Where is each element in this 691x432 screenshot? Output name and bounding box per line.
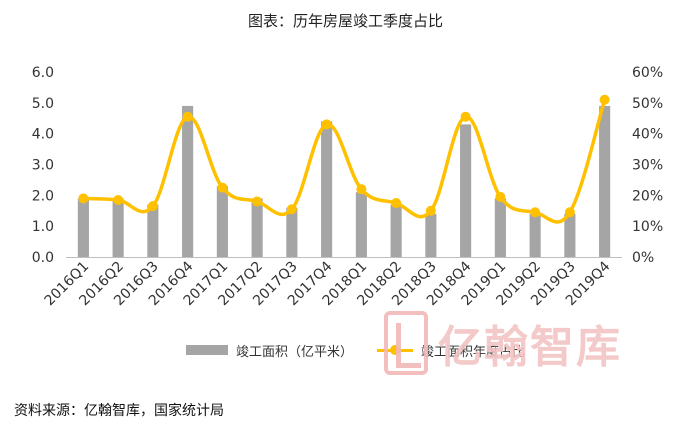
bar-2017Q3 [286,207,298,257]
bar-2017Q2 [251,198,263,257]
y-right-tick-label: 0% [632,250,654,266]
legend-label-area: 竣工面积（亿平米） [236,344,354,360]
y-right-tick-label: 60% [632,65,663,81]
ratio-point-2019Q2 [530,207,541,218]
legend-label-ratio: 竣工面积年度占比 [421,344,526,360]
bar-2018Q4 [460,124,472,258]
y-left-tick-label: 0.0 [32,250,54,266]
bar-2016Q1 [77,198,89,257]
watermark-logo: 亿翰智库 [384,306,674,380]
legend-item-ratio: 竣工面积年度占比 [377,341,525,360]
source-note: 资料来源：亿翰智库，国家统计局 [14,403,224,419]
bar-2019Q1 [494,198,506,257]
legend-swatch-bar [186,345,228,355]
ratio-point-2018Q3 [425,205,436,216]
ratio-point-2018Q4 [460,111,471,122]
ratio-point-2016Q4 [182,111,193,122]
chart-legend: 竣工面积（亿平米） 竣工面积年度占比 [186,341,549,360]
y-left-tick-label: 3.0 [32,158,54,174]
y-left-tick-label: 6.0 [32,65,54,81]
bar-2016Q4 [182,105,194,258]
ratio-series-line [81,98,607,224]
y-left-tick-label: 4.0 [32,127,54,143]
ratio-point-2019Q1 [495,191,506,202]
bar-2019Q4 [599,105,611,258]
y-right-tick-label: 50% [632,96,663,112]
bar-2018Q3 [425,213,437,257]
ratio-point-2017Q1 [217,182,228,193]
y-right-tick-label: 10% [632,219,663,235]
watermark-seal-icon [384,311,428,375]
y-right-tick-label: 40% [632,127,663,143]
bar-2019Q2 [529,213,541,257]
bar-2016Q3 [147,204,159,257]
ratio-point-2016Q3 [147,201,158,212]
legend-item-area: 竣工面积（亿平米） [186,341,353,360]
y-left-tick-label: 2.0 [32,188,54,204]
bar-2018Q1 [355,192,367,257]
ratio-point-2016Q1 [78,193,89,204]
ratio-point-2016Q2 [113,194,124,205]
watermark-text: 亿翰智库 [438,322,622,373]
ratio-point-2019Q3 [564,207,575,218]
bar-2017Q1 [216,186,228,257]
bar-2017Q4 [321,121,333,257]
bar-2018Q2 [390,204,402,257]
ratio-point-2018Q2 [391,198,402,209]
ratio-point-2019Q4 [599,94,610,105]
y-right-tick-label: 30% [632,158,663,174]
y-left-tick-label: 5.0 [32,96,54,112]
y-right-tick-label: 20% [632,188,663,204]
ratio-point-2017Q4 [321,119,332,130]
y-left-tick-label: 1.0 [32,219,54,235]
chart-title: 图表：历年房屋竣工季度占比 [247,12,443,30]
bar-2019Q3 [564,213,576,257]
ratio-point-2018Q1 [356,184,367,195]
legend-swatch-line [377,344,414,356]
bar-2016Q2 [112,198,124,257]
ratio-point-2017Q3 [286,204,297,215]
ratio-point-2017Q2 [252,196,263,207]
